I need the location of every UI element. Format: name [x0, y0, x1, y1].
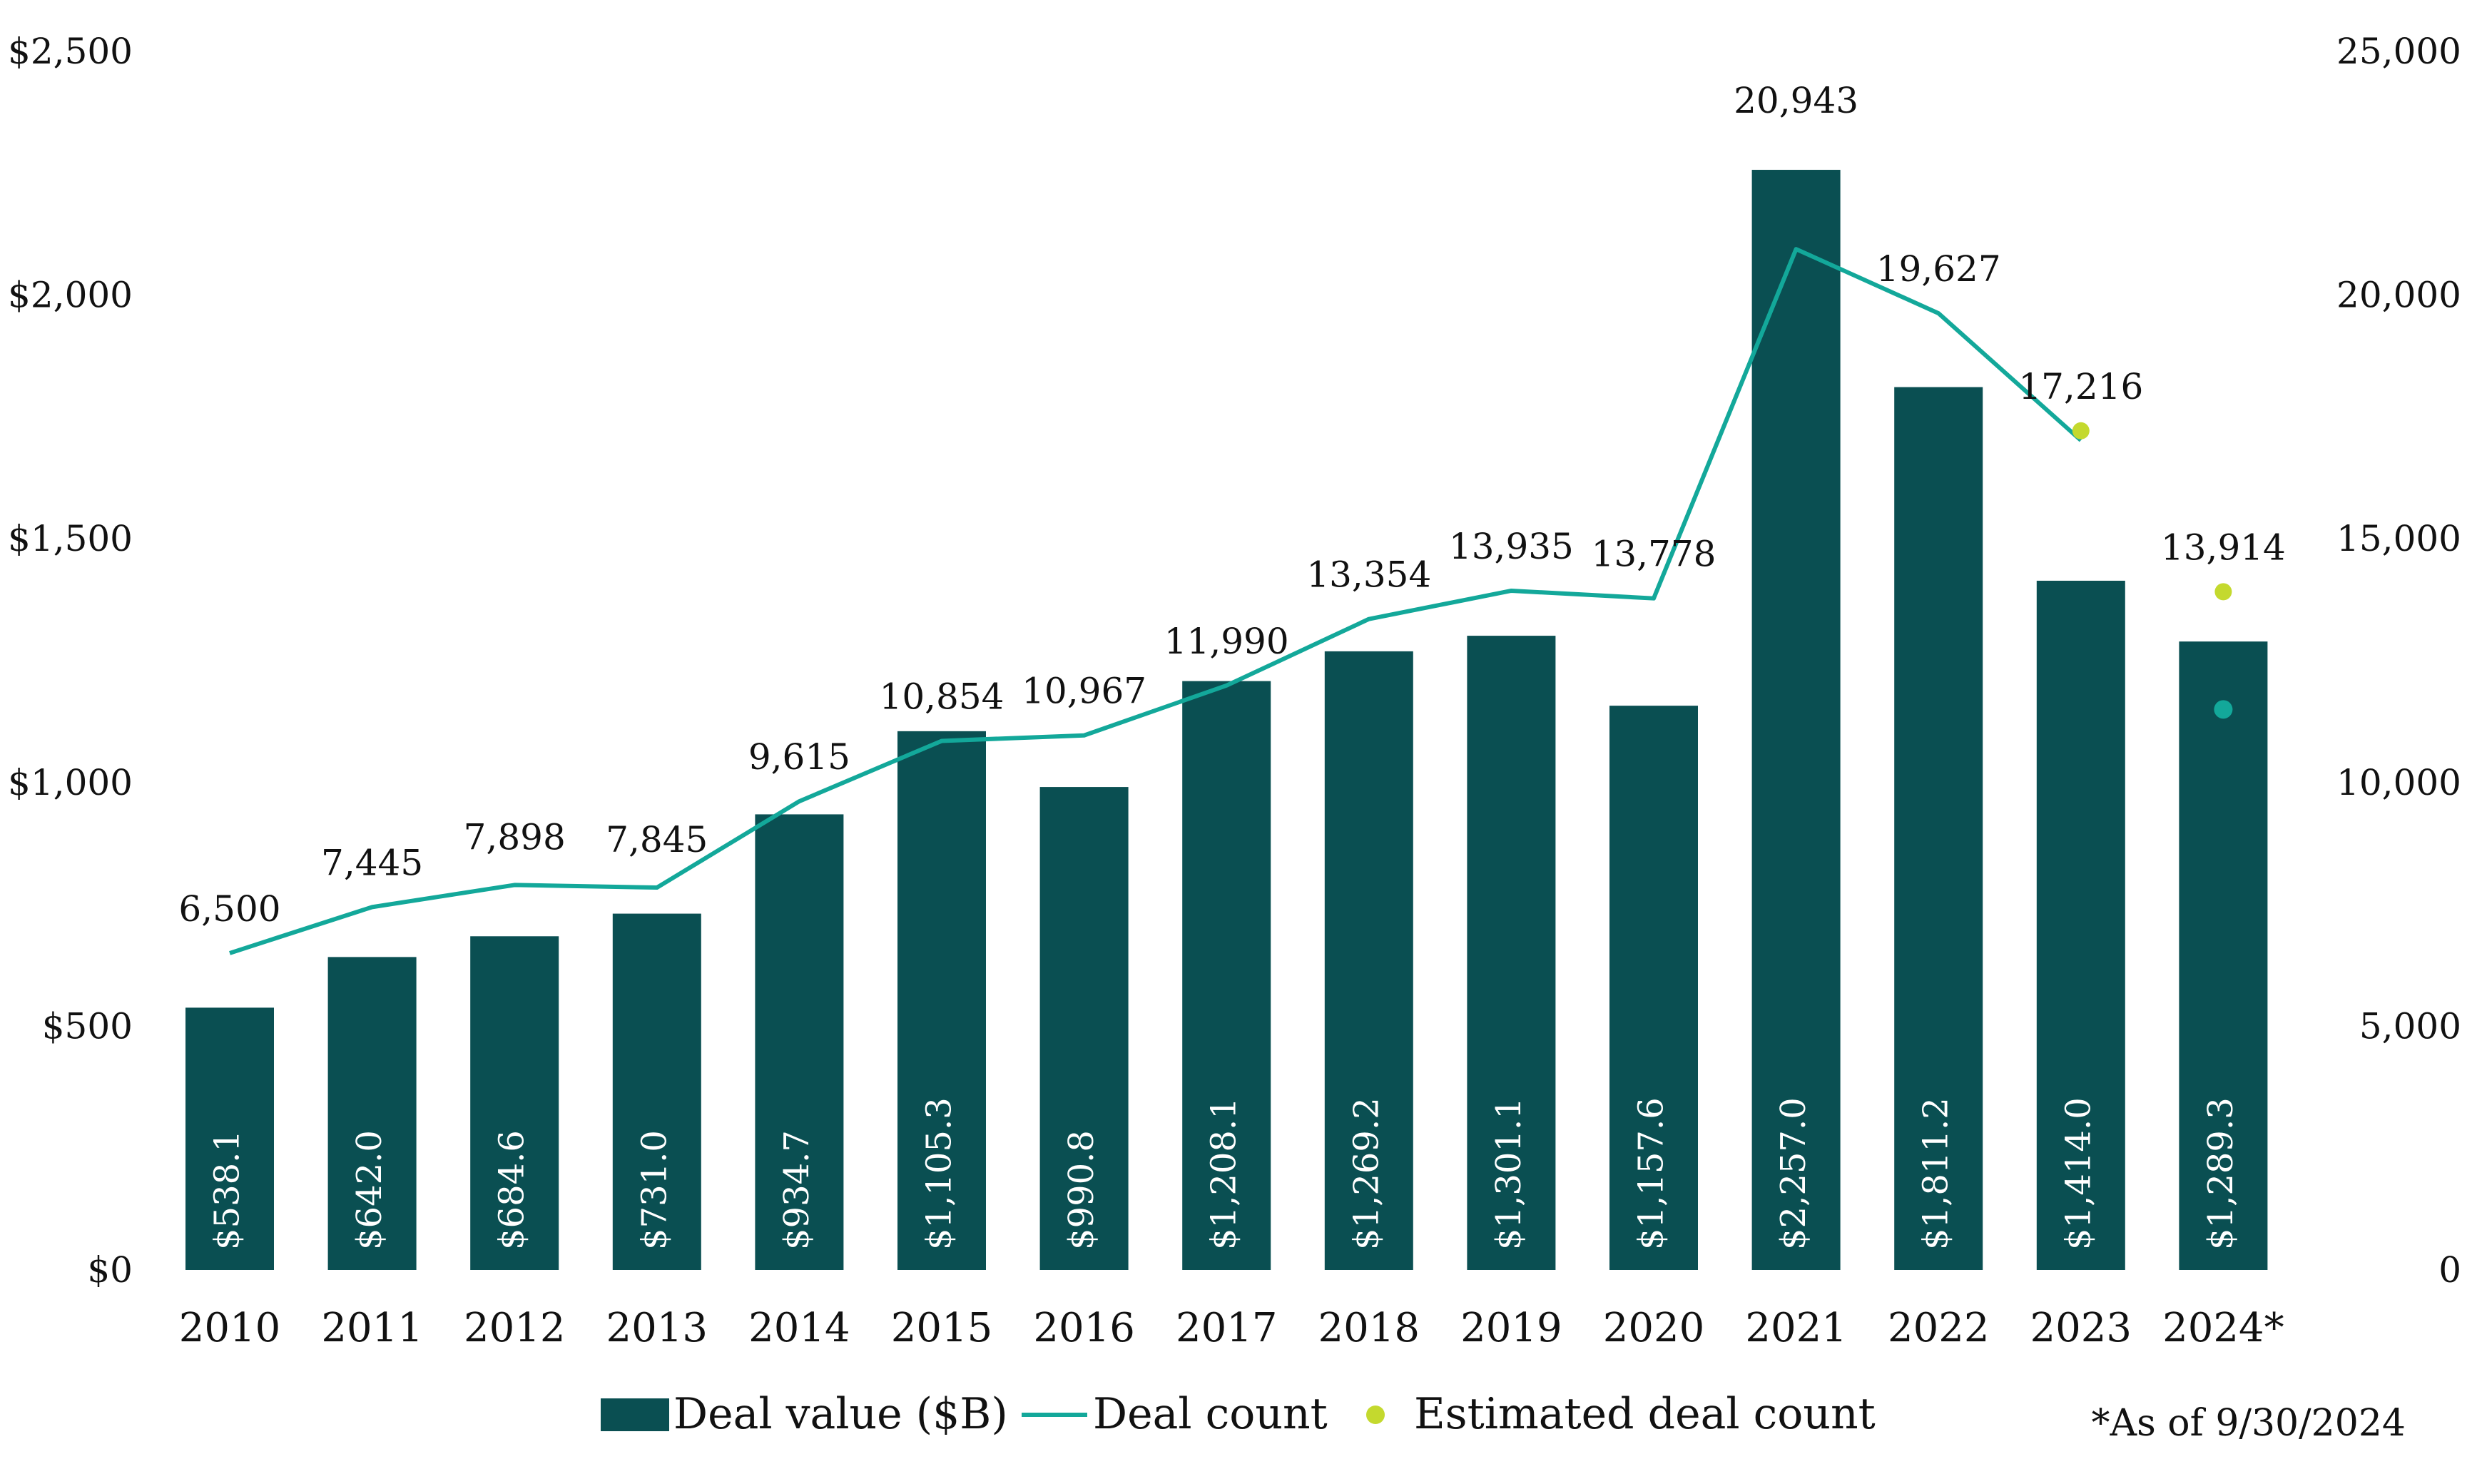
bar-value-label: $990.8 — [1062, 1130, 1102, 1250]
x-axis-category-label: 2020 — [1603, 1305, 1705, 1351]
bar-series — [185, 170, 2268, 1271]
estimated-deal-count-point — [2072, 422, 2090, 439]
deal-count-label: 9,615 — [748, 736, 850, 778]
deal-count-label: 13,778 — [1592, 534, 1716, 575]
deal-count-label: 10,967 — [1022, 671, 1146, 712]
left-axis-tick-label: $0 — [87, 1249, 133, 1291]
bar-value-label: $1,811.2 — [1916, 1097, 1956, 1250]
x-axis-category-label: 2018 — [1318, 1305, 1420, 1351]
deal-count-label: 13,935 — [1449, 526, 1574, 567]
legend-label-estimated: Estimated deal count — [1414, 1389, 1876, 1439]
right-axis-tick-label: 0 — [2438, 1249, 2461, 1291]
legend-label-deal-count: Deal count — [1093, 1389, 1328, 1439]
left-axis-tick-label: $2,000 — [8, 275, 133, 316]
left-axis-tick-label: $1,500 — [8, 518, 133, 559]
bar-value-label: $1,414.0 — [2058, 1097, 2098, 1250]
deal-count-line — [229, 247, 2082, 955]
bar — [2179, 641, 2268, 1270]
deal-count-label: 10,854 — [880, 676, 1004, 717]
deal-count-label: 20,943 — [1734, 80, 1858, 121]
right-axis-tick-label: 20,000 — [2336, 275, 2461, 316]
left-axis-tick-label: $500 — [42, 1005, 133, 1047]
x-axis-category-label: 2019 — [1460, 1305, 1562, 1351]
right-axis-tick-label: 5,000 — [2359, 1005, 2461, 1047]
x-axis-category-label: 2024* — [2162, 1305, 2284, 1351]
bar — [612, 913, 701, 1270]
x-axis-category-label: 2023 — [2030, 1305, 2132, 1351]
bar-value-label: $1,301.1 — [1489, 1097, 1529, 1250]
bar — [1467, 636, 1556, 1270]
deal-count-label: 6,500 — [178, 888, 280, 930]
bar-value-label: $642.0 — [350, 1130, 390, 1250]
bar-value-label: $934.7 — [777, 1130, 817, 1250]
bar-value-label: $2,257.0 — [1774, 1097, 1814, 1250]
estimated-deal-count-label: 13,914 — [2161, 527, 2286, 568]
deal-count-label: 7,898 — [464, 816, 566, 858]
bar-value-label: $1,208.1 — [1204, 1097, 1244, 1250]
left-axis: $0 $500 $1,000 $1,500 $2,000 $2,500 — [8, 31, 133, 1291]
legend: Deal value ($B) Deal count Estimated dea… — [601, 1389, 1876, 1439]
bar — [1751, 170, 1841, 1271]
right-axis-tick-label: 15,000 — [2336, 518, 2461, 559]
deal-count-label: 7,845 — [606, 819, 708, 860]
deal-count-label: 7,445 — [321, 842, 423, 883]
left-axis-tick-label: $2,500 — [8, 31, 133, 72]
x-axis-category-label: 2011 — [321, 1305, 423, 1351]
legend-label-deal-value: Deal value ($B) — [673, 1389, 1008, 1439]
estimated-points — [2072, 422, 2232, 601]
bar — [185, 1007, 274, 1270]
legend-swatch-estimated — [1366, 1406, 1385, 1424]
estimated-deal-count-label: 17,216 — [2018, 366, 2143, 407]
x-axis-category-label: 2012 — [464, 1305, 566, 1351]
x-axis-category-label: 2022 — [1888, 1305, 1990, 1351]
x-axis-category-label: 2021 — [1745, 1305, 1847, 1351]
x-axis-category-label: 2013 — [606, 1305, 708, 1351]
count-labels: 6,500 7,445 7,898 7,845 9,615 10,854 10,967 11,… — [178, 80, 2285, 930]
x-axis-category-label: 2015 — [891, 1305, 993, 1351]
bar-value-label: $538.1 — [208, 1130, 248, 1250]
bar — [755, 814, 844, 1270]
bar — [1609, 706, 1698, 1270]
estimated-deal-count-point — [2214, 583, 2232, 601]
x-axis-category-label: 2014 — [748, 1305, 850, 1351]
deal-count-label: 13,354 — [1306, 554, 1431, 596]
bar — [1039, 787, 1129, 1270]
bar — [1182, 681, 1271, 1270]
x-axis-category-label: 2010 — [179, 1305, 281, 1351]
bar — [1894, 387, 1983, 1270]
bar-value-label: $731.0 — [634, 1130, 674, 1250]
bar — [327, 957, 417, 1270]
bar-value-label: $1,289.3 — [2201, 1097, 2241, 1250]
bar-value-label: $1,157.6 — [1632, 1097, 1672, 1250]
x-axis-category-label: 2016 — [1033, 1305, 1135, 1351]
bar-value-label: $684.6 — [492, 1130, 532, 1250]
left-axis-tick-label: $1,000 — [8, 762, 133, 803]
bar-value-label: $1,269.2 — [1346, 1097, 1386, 1250]
count-line-series — [229, 247, 2233, 955]
footnote: *As of 9/30/2024 — [2092, 1402, 2406, 1445]
bar — [897, 731, 986, 1270]
bar — [2036, 580, 2125, 1270]
legend-swatch-deal-value — [601, 1398, 669, 1431]
deal-count-label: 19,627 — [1876, 248, 2001, 290]
right-axis-tick-label: 10,000 — [2336, 762, 2461, 803]
deal-count-point — [2214, 700, 2233, 719]
x-axis-category-label: 2017 — [1176, 1305, 1278, 1351]
right-axis: 0 5,000 10,000 15,000 20,000 25,000 — [2336, 31, 2461, 1291]
bar — [470, 936, 559, 1270]
bar — [1324, 651, 1413, 1270]
bar-value-labels: $538.1 $642.0 $684.6 $731.0 $934.7 $1,105.3 $9… — [208, 1097, 2241, 1250]
bar-value-label: $1,105.3 — [920, 1097, 960, 1250]
x-axis: 2010 2011 2012 2013 2014 2015 2016 2017 2018 2019… — [179, 1305, 2284, 1351]
deal-count-label: 11,990 — [1164, 621, 1289, 662]
right-axis-tick-label: 25,000 — [2336, 31, 2461, 72]
